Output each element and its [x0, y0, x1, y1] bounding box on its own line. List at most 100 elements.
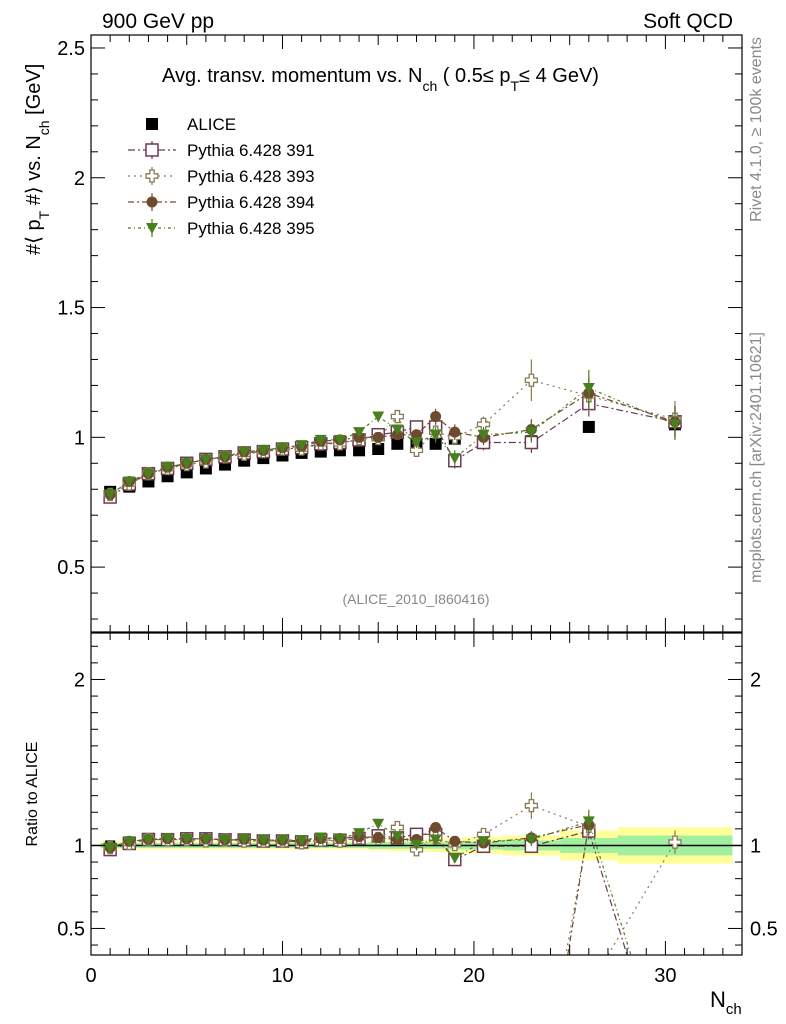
title-prefix: Avg. transv. momentum vs. N [162, 65, 422, 87]
point-p394 [449, 426, 461, 438]
ratio-point-p395 [257, 834, 270, 846]
ratio-point-p393 [668, 835, 682, 849]
point-p395 [199, 454, 212, 466]
point-p395 [161, 462, 174, 474]
point-p394 [372, 431, 384, 443]
point-p395 [123, 476, 136, 488]
legend-marker-alice [146, 118, 158, 130]
xlabel-sub: ch [726, 1001, 742, 1018]
legend-entry-alice: ALICE [146, 115, 236, 134]
ylabel-a: #⟨ p [23, 219, 45, 255]
point-p395 [391, 424, 404, 436]
ratio-data-layer [91, 792, 742, 955]
x-tick-label: 10 [271, 965, 293, 987]
x-tick-label: 20 [463, 965, 485, 987]
point-p394 [430, 411, 442, 423]
ratio-point-p395 [123, 836, 136, 848]
legend-entry-p393: Pythia 6.428 393 [128, 167, 315, 186]
title-sub-ch: ch [422, 78, 437, 94]
ratio-point-p395 [276, 835, 289, 847]
point-p395 [104, 489, 117, 501]
main-y-ticks: 0.5 1 1.5 2 2.5 [57, 38, 742, 620]
main-panel: 0.5 1 1.5 2 2.5 [57, 34, 743, 633]
point-alice [429, 437, 442, 450]
ylabel-c: [GeV] [23, 64, 45, 121]
ratio-point-p395 [353, 828, 366, 840]
point-p394 [411, 429, 422, 441]
ratio-point-p395 [477, 836, 490, 848]
ratio-y-tick-label-left: 0.5 [57, 918, 85, 940]
point-p395 [668, 419, 681, 431]
ratio-point-p395 [142, 834, 155, 846]
x-tick-label: 0 [85, 965, 96, 987]
point-p393 [390, 409, 405, 424]
legend-entry-p394: Pythia 6.428 394 [128, 193, 315, 212]
point-p395 [477, 429, 490, 441]
legend-marker-p395 [146, 223, 158, 234]
header-left: 900 GeV pp [102, 10, 214, 33]
ratio-y-tick-label-right: 0.5 [750, 918, 778, 940]
title-middle: ( 0.5≤ p [437, 65, 510, 87]
legend-label-p393: Pythia 6.428 393 [187, 167, 315, 186]
point-p395 [142, 468, 155, 480]
ratio-y-label: Ratio to ALICE [24, 742, 41, 847]
ratio-y-tick-label-left: 2 [74, 669, 85, 691]
legend-label-p394: Pythia 6.428 394 [187, 193, 315, 212]
legend-marker-p393 [145, 169, 159, 183]
mcplots-label: mcplots.cern.ch [arXiv:2401.10621] [748, 332, 765, 583]
ratio-y-tick-label-right: 1 [750, 835, 761, 857]
ratio-series-p395 [104, 809, 632, 955]
point-alice [391, 437, 404, 450]
ratio-point-p393 [524, 798, 539, 813]
ratio-point-p395 [104, 842, 117, 854]
legend-entry-p391: Pythia 6.428 391 [128, 141, 315, 160]
point-p395 [180, 458, 193, 470]
point-p395 [429, 429, 442, 441]
main-x-ticks [90, 35, 743, 632]
title-sub-t: T [510, 78, 519, 94]
legend-entry-p395: Pythia 6.428 395 [128, 219, 315, 238]
point-p395 [410, 437, 423, 449]
ratio-point-p395 [161, 833, 174, 845]
point-p395 [238, 446, 251, 458]
ratio-line-p393 [110, 804, 590, 955]
legend-marker-p391 [145, 143, 159, 157]
title-suffix: ≤ 4 GeV) [519, 65, 599, 87]
ratio-x-ticks: 0 10 20 30 [85, 633, 743, 987]
point-p393 [524, 373, 539, 387]
rivet-label: Rivet 4.1.0, ≥ 100k events [748, 37, 765, 222]
main-data-layer [103, 359, 682, 504]
point-p395 [333, 434, 346, 446]
x-axis-label: Nch [710, 987, 742, 1018]
point-alice [372, 443, 385, 456]
ratio-point-p394 [372, 832, 384, 844]
point-p395 [219, 451, 232, 463]
chart-title: Avg. transv. momentum vs. Nch ( 0.5≤ pT≤… [162, 65, 599, 94]
ylabel-sub-a: T [36, 210, 52, 219]
ratio-point-p395 [219, 834, 232, 846]
ratio-point-p395 [199, 833, 212, 845]
series-p395 [104, 369, 681, 501]
ratio-y-ticks: 0.5 0.5 1 1 2 2 [57, 645, 778, 946]
ratio-point-p395 [410, 839, 423, 851]
main-y-tick-label: 2.5 [57, 38, 85, 60]
main-y-tick-label: 1.5 [57, 298, 85, 320]
ratio-point-p395 [429, 834, 442, 846]
ratio-frame [90, 632, 743, 956]
ylabel-sub-b: ch [36, 120, 52, 135]
ratio-point-p395 [238, 834, 251, 846]
legend-label-alice: ALICE [187, 115, 236, 134]
ratio-point-p394 [430, 822, 442, 834]
point-alice [353, 444, 366, 457]
ratio-line-rise-p393 [607, 841, 676, 955]
main-y-label: #⟨ pT #⟩ vs. Nch [GeV] [23, 64, 52, 255]
ratio-point-p394 [449, 835, 461, 847]
analysis-watermark: (ALICE_2010_I860416) [342, 591, 489, 607]
ratio-point-p395 [525, 834, 538, 846]
point-p395 [314, 434, 327, 446]
point-p395 [276, 442, 289, 454]
legend-label-p395: Pythia 6.428 395 [187, 219, 315, 238]
ratio-point-p395 [582, 816, 595, 828]
main-y-tick-label: 0.5 [57, 557, 85, 579]
